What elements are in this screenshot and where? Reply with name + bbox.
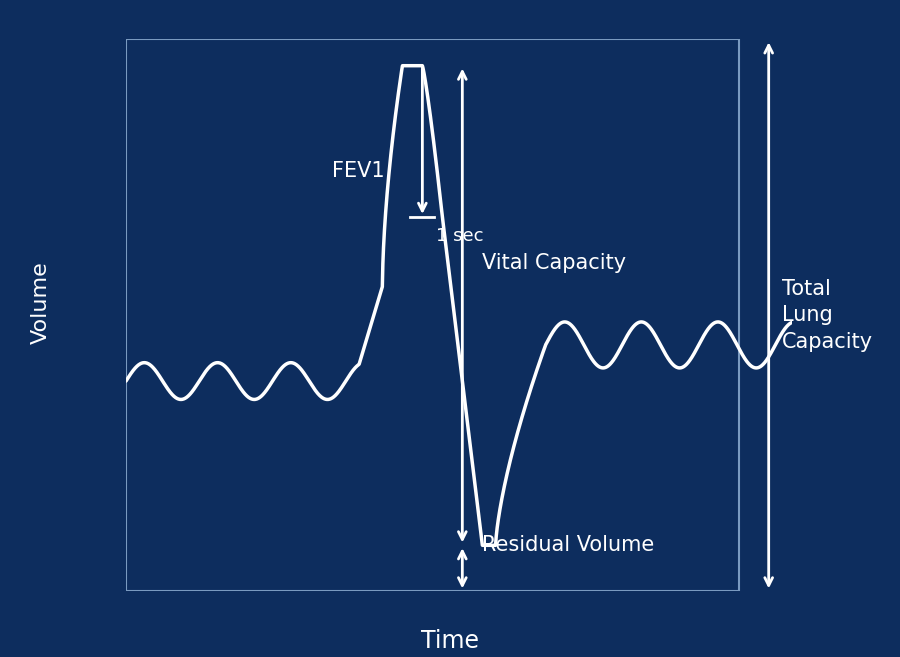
Text: Volume: Volume — [31, 261, 50, 344]
Text: Total
Lung
Capacity: Total Lung Capacity — [782, 279, 873, 351]
Text: Time: Time — [421, 629, 479, 652]
Text: Vital Capacity: Vital Capacity — [482, 253, 626, 273]
Text: 1 sec: 1 sec — [436, 227, 483, 244]
Text: FEV1: FEV1 — [332, 161, 385, 181]
Text: Residual Volume: Residual Volume — [482, 535, 654, 555]
